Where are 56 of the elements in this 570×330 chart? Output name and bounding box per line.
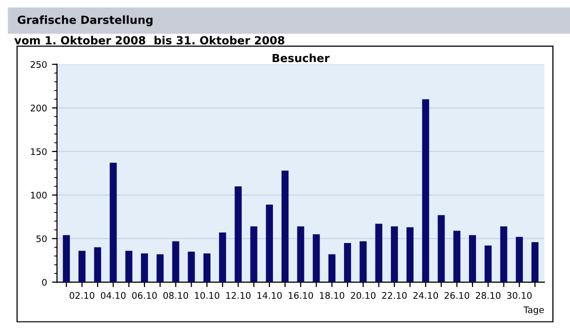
bar (78, 250, 86, 282)
bar (62, 235, 70, 282)
bar (125, 250, 132, 282)
bar (468, 235, 476, 282)
bar (250, 226, 258, 282)
bar (438, 215, 445, 282)
x-tick-label: 04.10 (100, 292, 126, 299)
bar (234, 186, 242, 282)
x-tick-label: 12.10 (226, 292, 251, 299)
x-tick-label: 24.10 (413, 292, 438, 299)
bar (453, 230, 460, 282)
x-tick-label: 26.10 (444, 292, 470, 299)
bar (172, 241, 180, 282)
bar (203, 253, 210, 282)
x-tick-label: 14.10 (258, 292, 282, 299)
x-tick-label: 02.10 (70, 292, 94, 299)
x-tick-label: 30.10 (507, 292, 532, 299)
bar (406, 227, 414, 282)
x-tick-label: 18.10 (320, 292, 344, 299)
bar (516, 236, 523, 282)
bar (500, 226, 508, 282)
bar (219, 232, 226, 282)
x-axis-title: Tage (523, 306, 544, 315)
y-tick-label: 250 (30, 61, 47, 68)
x-tick-label: 22.10 (382, 292, 407, 299)
x-tick-label: 20.10 (350, 292, 376, 299)
chart-subtitle: vom 1. Oktober 2008 bis 31. Oktober 2008 (14, 36, 284, 44)
x-tick-label: 10.10 (195, 292, 220, 299)
y-tick-label: 200 (30, 104, 47, 112)
bar (266, 204, 273, 282)
bar (375, 224, 382, 282)
y-tick-label: 150 (31, 148, 47, 156)
y-tick-label: 100 (31, 192, 47, 199)
bar (110, 162, 117, 282)
bar (484, 246, 492, 282)
bar (188, 252, 195, 282)
y-tick-label: 0 (42, 278, 47, 286)
bar (360, 241, 367, 282)
x-tick-label: 28.10 (476, 292, 500, 299)
x-tick-label: 08.10 (163, 292, 188, 299)
bar (312, 234, 320, 282)
bar (390, 226, 398, 282)
y-tick-label: 50 (36, 235, 47, 242)
bar (282, 170, 289, 282)
chart-title: Grafische Darstellung (18, 15, 152, 26)
x-tick-label: 06.10 (132, 292, 157, 299)
bar (94, 247, 102, 282)
bar (422, 99, 430, 282)
bar (297, 226, 304, 282)
bar (328, 254, 336, 282)
bar (344, 242, 352, 282)
bar (531, 242, 538, 282)
x-tick-label: 16.10 (288, 292, 313, 299)
bar (156, 254, 164, 282)
text: Besucher (272, 54, 330, 62)
bar (140, 253, 148, 282)
